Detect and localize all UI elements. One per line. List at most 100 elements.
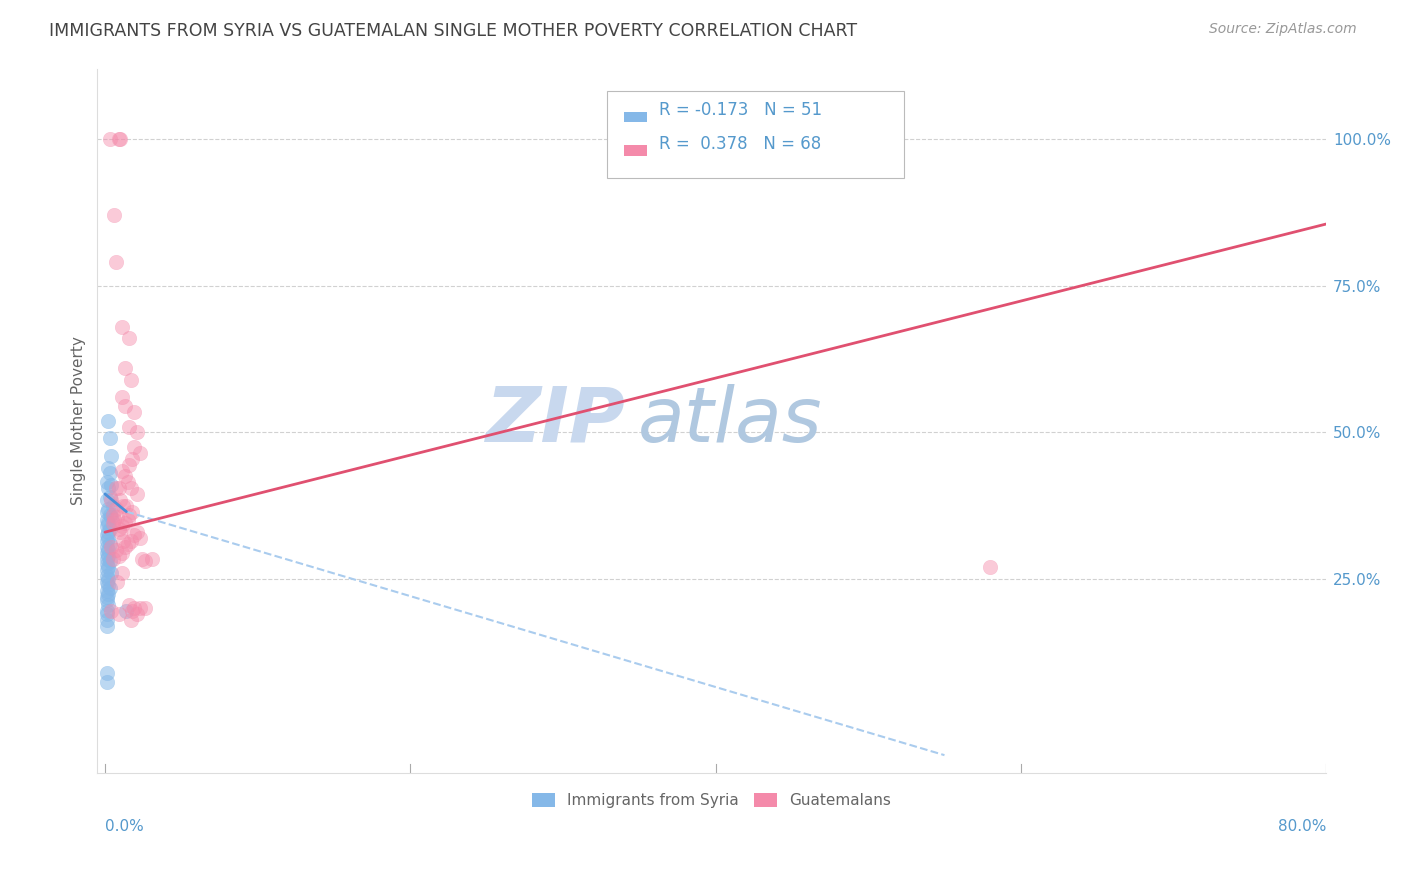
Point (125, 487, 148, 501)
Text: atlas: atlas (638, 384, 823, 458)
Point (105, 574, 128, 589)
Point (98, 537, 121, 551)
Point (97, 531, 120, 545)
Point (96, 574, 118, 589)
Point (118, 599, 141, 613)
Legend: Immigrants from Syria, Guatemalans: Immigrants from Syria, Guatemalans (526, 787, 897, 814)
Point (98, 522, 121, 536)
Point (96, 563, 118, 577)
Point (98, 490, 121, 504)
Point (100, 540, 122, 554)
Point (122, 405, 145, 419)
Point (104, 255, 127, 269)
Point (96, 551, 118, 566)
Point (100, 492, 122, 507)
Point (118, 331, 141, 345)
Point (111, 566, 134, 581)
Point (98, 554, 121, 568)
Point (100, 510, 122, 524)
Point (118, 508, 141, 522)
Point (141, 551, 163, 566)
Text: R = -0.173   N = 51: R = -0.173 N = 51 (659, 101, 823, 119)
Point (96, 540, 118, 554)
Point (110, 132, 132, 146)
Y-axis label: Single Mother Poverty: Single Mother Poverty (72, 336, 86, 505)
Point (107, 549, 129, 563)
Point (96, 613, 118, 627)
Point (112, 533, 135, 548)
Point (96, 592, 118, 607)
Point (114, 360, 136, 375)
Point (104, 501, 127, 516)
Point (111, 319, 134, 334)
Point (114, 516, 136, 531)
Text: ZIP: ZIP (486, 384, 626, 458)
Point (97, 414, 120, 428)
Point (97, 542, 120, 557)
Point (117, 513, 139, 527)
Point (96, 513, 118, 527)
Point (98, 467, 121, 481)
Point (96, 475, 118, 490)
Point (97, 560, 120, 574)
Point (122, 440, 145, 454)
Point (96, 665, 118, 680)
Point (97, 572, 120, 586)
Point (120, 481, 142, 495)
Text: R =  0.378   N = 68: R = 0.378 N = 68 (659, 135, 821, 153)
Point (100, 478, 122, 492)
Point (114, 399, 136, 413)
Point (96, 546, 118, 560)
Point (98, 132, 121, 146)
Point (101, 516, 124, 531)
Point (104, 542, 127, 557)
Point (100, 566, 122, 581)
Point (100, 604, 122, 618)
Point (100, 449, 122, 463)
Point (101, 551, 124, 566)
Point (120, 373, 142, 387)
Point (97, 481, 120, 495)
Point (107, 522, 129, 536)
Point (111, 546, 134, 560)
Point (96, 674, 118, 689)
Point (97, 501, 120, 516)
Point (121, 604, 143, 618)
Point (97, 599, 120, 613)
Point (98, 581, 121, 595)
Point (96, 583, 118, 598)
Point (125, 607, 148, 622)
Point (979, 560, 1001, 574)
Point (105, 510, 128, 524)
Point (110, 492, 132, 507)
Point (107, 132, 129, 146)
Point (115, 499, 138, 513)
Point (103, 513, 125, 527)
Point (97, 549, 120, 563)
Point (134, 601, 156, 615)
Point (103, 208, 125, 222)
Point (117, 475, 139, 490)
Point (96, 619, 118, 633)
Point (97, 516, 120, 531)
Point (112, 499, 135, 513)
Point (118, 458, 141, 472)
Point (111, 463, 134, 477)
Point (101, 499, 124, 513)
Point (96, 533, 118, 548)
Point (121, 451, 143, 466)
Text: IMMIGRANTS FROM SYRIA VS GUATEMALAN SINGLE MOTHER POVERTY CORRELATION CHART: IMMIGRANTS FROM SYRIA VS GUATEMALAN SING… (49, 22, 858, 40)
Point (96, 519, 118, 533)
Point (134, 554, 156, 568)
Point (125, 525, 148, 540)
Point (129, 446, 152, 460)
Point (125, 425, 148, 440)
Text: Source: ZipAtlas.com: Source: ZipAtlas.com (1209, 22, 1357, 37)
Point (115, 604, 138, 618)
Point (111, 390, 134, 404)
Text: 80.0%: 80.0% (1278, 819, 1326, 833)
Point (98, 431, 121, 445)
Point (96, 607, 118, 622)
Point (114, 540, 136, 554)
Point (96, 604, 118, 618)
